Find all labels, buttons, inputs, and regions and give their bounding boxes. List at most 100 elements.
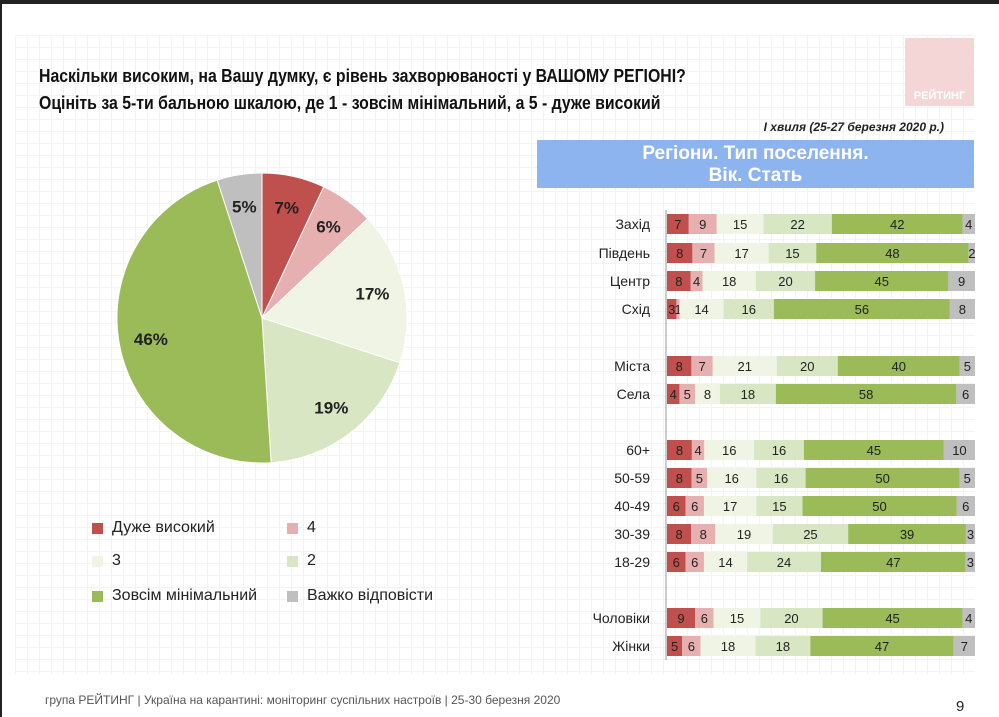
bar-segment <box>822 608 963 628</box>
bar-value-label: 9 <box>699 217 706 232</box>
bar-value-label: 6 <box>962 499 969 514</box>
bar-segment <box>667 384 680 404</box>
bar-segment <box>691 356 713 376</box>
bar-value-label: 17 <box>723 499 737 514</box>
bar-segment <box>956 496 975 516</box>
bar-segment <box>667 356 692 376</box>
bar-category-label: Жінки <box>612 638 650 654</box>
bar-value-label: 45 <box>867 443 881 458</box>
bar-segment <box>667 214 689 234</box>
bar-segment <box>776 356 838 376</box>
bar-value-label: 5 <box>684 387 691 402</box>
bar-value-label: 47 <box>886 555 900 570</box>
legend-item: 3 <box>92 552 121 570</box>
legend-label: 2 <box>307 552 316 569</box>
bar-segment <box>802 496 957 516</box>
bar-segment <box>667 636 683 656</box>
bar-value-label: 5 <box>671 639 678 654</box>
wave-label: І хвиля (25-27 березня 2020 р.) <box>763 120 944 134</box>
bar-value-label: 18 <box>722 274 736 289</box>
bar-segment <box>755 271 816 291</box>
bar-segment <box>965 524 975 544</box>
bar-value-label: 7 <box>698 359 705 374</box>
bar-value-label: 16 <box>722 443 736 458</box>
legend-item: 4 <box>287 519 316 537</box>
bars-heading-line1: Регіони. Тип поселення. <box>642 143 869 164</box>
bar-value-label: 58 <box>859 387 873 402</box>
bar-segment <box>815 271 949 291</box>
legend-swatch <box>287 590 298 602</box>
bar-segment <box>837 356 960 376</box>
bar-segment <box>695 608 714 628</box>
bar-value-label: 6 <box>691 555 698 570</box>
bar-value-label: 8 <box>676 246 683 261</box>
bar-segment <box>712 356 777 376</box>
bar-value-label: 8 <box>959 302 966 317</box>
bar-segment <box>704 440 755 460</box>
bar-value-label: 20 <box>800 359 814 374</box>
bar-segment <box>702 271 756 291</box>
bar-value-label: 10 <box>952 443 966 458</box>
bar-segment <box>700 636 756 656</box>
bar-value-label: 6 <box>701 611 708 626</box>
bar-segment <box>755 636 811 656</box>
bar-segment <box>713 608 761 628</box>
bar-segment <box>949 299 975 319</box>
bar-segment <box>685 552 704 572</box>
bars-heading: Регіони. Тип поселення. Вік. Стать <box>537 140 974 188</box>
bar-value-label: 15 <box>733 217 747 232</box>
bar-value-label: 6 <box>673 499 680 514</box>
bar-segment <box>775 384 957 404</box>
bar-segment <box>691 440 705 460</box>
bar-value-label: 19 <box>737 527 751 542</box>
bar-value-label: 18 <box>741 387 755 402</box>
pie-slice <box>216 172 263 319</box>
legend-item: Дуже високий <box>92 519 215 537</box>
bar-segment <box>965 552 975 572</box>
bar-value-label: 50 <box>872 499 886 514</box>
bar-segment <box>803 440 944 460</box>
bar-segment <box>956 384 975 404</box>
bar-value-label: 5 <box>696 471 703 486</box>
legend-label: Зовсім мінімальний <box>112 587 258 604</box>
bar-value-label: 15 <box>730 611 744 626</box>
bar-category-label: Села <box>617 386 651 402</box>
bar-segment <box>667 271 691 291</box>
bar-value-label: 22 <box>790 217 804 232</box>
bar-value-label: 39 <box>900 527 914 542</box>
bar-segment <box>768 243 817 263</box>
bar-value-label: 7 <box>961 639 968 654</box>
bar-value-label: 20 <box>778 274 792 289</box>
bar-segment <box>772 524 849 544</box>
bar-value-label: 9 <box>958 274 965 289</box>
legend-swatch <box>92 522 103 534</box>
bar-value-label: 21 <box>738 359 752 374</box>
legend-swatch <box>287 555 298 567</box>
bar-segment <box>682 636 701 656</box>
legend-swatch <box>287 522 298 534</box>
bar-value-label: 4 <box>965 217 972 232</box>
bar-value-label: 24 <box>777 555 791 570</box>
bar-value-label: 17 <box>734 246 748 261</box>
bar-segment <box>691 524 716 544</box>
bar-value-label: 16 <box>724 471 738 486</box>
bar-segment <box>848 524 966 544</box>
bar-segment <box>707 468 757 488</box>
bar-value-label: 3 <box>967 527 974 542</box>
bar-segment <box>831 214 963 234</box>
bar-segment <box>703 552 748 572</box>
bar-segment <box>714 243 769 263</box>
bar-segment <box>962 608 975 628</box>
bar-segment <box>719 384 776 404</box>
pie-slice <box>261 317 401 464</box>
bar-value-label: 56 <box>855 302 869 317</box>
pie-label: 6% <box>316 218 341 237</box>
bar-segment <box>690 271 703 291</box>
bar-segment <box>691 468 708 488</box>
pie-slice <box>261 218 408 364</box>
pie-label: 17% <box>355 284 389 303</box>
bar-segment <box>667 243 693 263</box>
legend-item: 2 <box>287 552 316 570</box>
legend-label: Важко відповісти <box>307 587 434 604</box>
bar-value-label: 16 <box>741 302 755 317</box>
